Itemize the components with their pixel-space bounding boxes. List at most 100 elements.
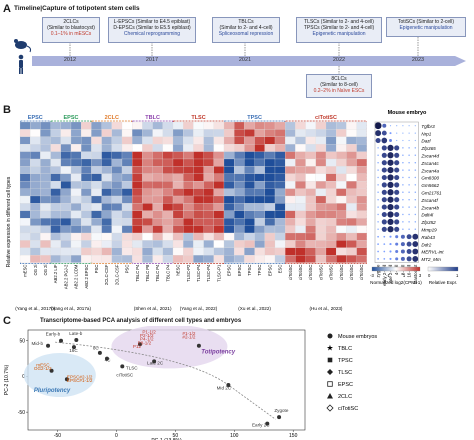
heatmap-cell [264,218,276,226]
heatmap-cell [91,232,102,241]
pca-point [59,338,64,343]
gene-label: Mmp19 [421,228,437,233]
heatmap-cell [274,188,286,197]
heatmap-cell [50,173,61,182]
heatmap-cell [91,218,102,226]
heatmap-cell [19,247,31,256]
pca-point [226,383,231,387]
embryo-dot [377,198,379,201]
heatmap-cell [162,188,174,197]
heatmap-cell [193,188,204,197]
heatmap-cell [336,144,347,152]
heatmap-cell [162,144,174,152]
heatmap-cell [152,188,163,197]
heatmap-cell [60,181,72,189]
heatmap-cell [142,158,153,167]
heatmap-cell [162,136,174,145]
heatmap-cell [121,181,133,189]
embryo-dot [383,243,386,245]
embryo-dot [381,152,387,158]
heatmap-cell [183,181,194,189]
heatmap-cell [50,151,61,160]
heatmap-cell [101,151,112,160]
heatmap-cell [193,166,204,174]
gene-label: MT2_Mm [421,257,441,262]
embryo-dot [394,197,400,203]
box-line: TBLCs [238,19,254,25]
heatmap-cell [213,210,225,219]
heatmap-cell [142,173,153,182]
heatmap-cell [325,151,337,160]
heatmap-cell [315,210,327,219]
heatmap-cell [285,218,296,226]
heatmap-cell [172,203,184,211]
stage-label: late 2-cell [388,265,393,284]
heatmap-cell [295,136,306,145]
x-tick-label: -50 [54,433,61,439]
heatmap-cell [325,240,337,248]
heatmap-cell [203,203,214,211]
heatmap-cell [121,144,133,152]
heatmap-cell [305,181,316,189]
embryo-dot [383,250,386,253]
heatmap-cell [70,144,82,152]
heatmap-cell [101,166,112,174]
heatmap-cell [244,129,255,137]
heatmap-cell [50,195,61,204]
column-label: TLSC-P4 [206,264,211,282]
heatmap-cell [356,121,367,130]
heatmap-cell [305,255,316,263]
heatmap-cell [264,173,276,182]
heatmap-cell [254,188,265,197]
heatmap-cell [295,121,306,130]
embryo-dot [377,243,379,245]
x-tick-label: 50 [173,433,179,439]
heatmap-cell [101,247,112,256]
heatmap-cell [152,225,163,234]
pca-point [71,345,76,350]
heatmap-cell [81,151,92,160]
point-annotation: 4C [105,357,112,362]
heatmap-cell [142,151,153,160]
embryo-dot [394,174,400,181]
heatmap-cell [81,247,92,256]
heatmap-cell [132,232,143,241]
heatmap-cell [30,136,41,145]
heatmap-cell [264,121,276,130]
y-tick-label: -50 [18,410,25,416]
embryo-dot [402,161,404,164]
pca-point [120,364,125,369]
heatmap-cell [203,218,214,226]
embryo-dot [400,256,405,261]
heatmap-cell [315,240,327,248]
heatmap-cell [132,210,143,219]
heatmap-cell [274,210,286,219]
heatmap-cell [60,225,72,234]
heatmap-cell [305,232,316,241]
column-label: 2CLC-CSF [114,264,119,285]
heatmap-cell [193,144,204,152]
heatmap-cell [183,240,194,248]
heatmap-cell [91,247,102,256]
heatmap-cell [254,173,265,182]
embryo-dot [383,235,386,238]
embryo-dot [402,147,404,149]
heatmap-cell [50,158,61,167]
column-label: ciTotiSC [298,265,303,280]
heatmap-cell [295,225,306,234]
pca-point [74,338,79,342]
heatmap-cell [234,181,245,189]
heatmap-cell [203,225,214,234]
column-label: ciTotiSC [318,265,323,280]
point-annotation: 8C [93,345,100,350]
heatmap-cell [203,181,214,189]
heatmap-cell [172,158,184,167]
heatmap-cell [203,166,214,174]
heatmap-cell [346,203,357,211]
y-axis-label: PC-2 (10.7%) [4,365,10,396]
heatmap-cell [295,232,306,241]
heatmap-cell [244,144,255,152]
heatmap-cell [30,144,41,152]
column-label: OG 2i [33,265,38,276]
column-label: OG 2i [43,265,48,276]
